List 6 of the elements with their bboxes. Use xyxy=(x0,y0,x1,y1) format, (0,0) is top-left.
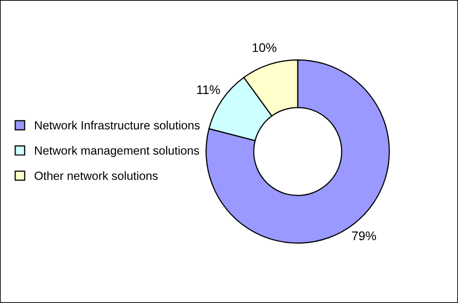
data-label: 11% xyxy=(197,85,220,94)
data-label: 79% xyxy=(352,231,376,240)
data-label: 10% xyxy=(252,43,276,52)
legend-label: Other network solutions xyxy=(34,171,158,180)
legend-label: Network management solutions xyxy=(35,146,200,158)
legend-label: Network Infrastructure solutions xyxy=(35,120,200,130)
